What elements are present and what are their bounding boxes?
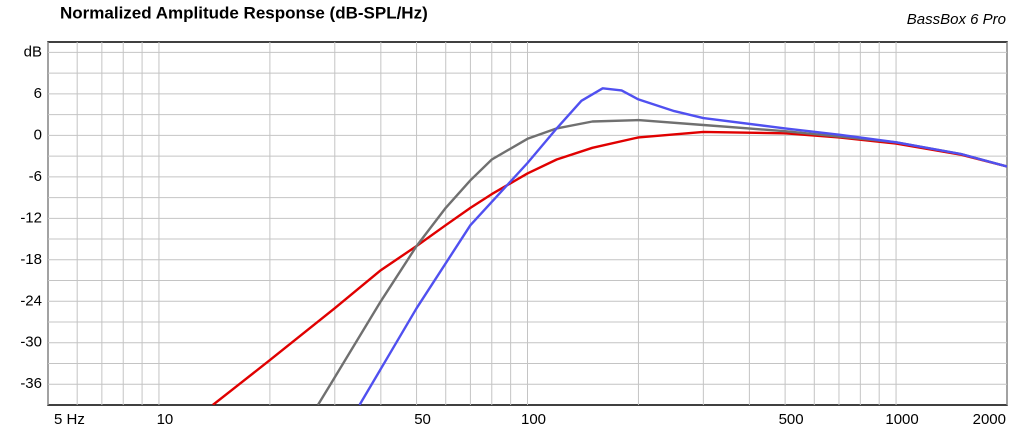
y-tick-label: dB: [24, 43, 42, 60]
x-tick-label: 10: [157, 411, 174, 428]
x-tick-label: 50: [414, 411, 431, 428]
y-tick-label: -24: [20, 292, 42, 309]
y-tick-label: 0: [34, 126, 42, 143]
x-tick-label: 5 Hz: [54, 411, 85, 428]
y-tick-label: -30: [20, 334, 42, 351]
response-curve: [316, 118, 1007, 405]
x-tick-label: 100: [521, 411, 546, 428]
y-tick-label: 6: [34, 85, 42, 102]
x-tick-label: 1000: [885, 411, 918, 428]
y-tick-label: -12: [20, 209, 42, 226]
brand-label: BassBox 6 Pro: [907, 11, 1006, 28]
y-tick-label: -36: [20, 375, 42, 392]
y-tick-label: -6: [29, 168, 42, 185]
x-tick-label: 2000: [973, 411, 1006, 428]
x-tick-label: 500: [779, 411, 804, 428]
curves: [212, 87, 1007, 405]
y-tick-label: -18: [20, 251, 42, 268]
response-curve: [358, 87, 1007, 405]
grid: [47, 42, 1008, 405]
chart-title: Normalized Amplitude Response (dB-SPL/Hz…: [60, 3, 428, 22]
